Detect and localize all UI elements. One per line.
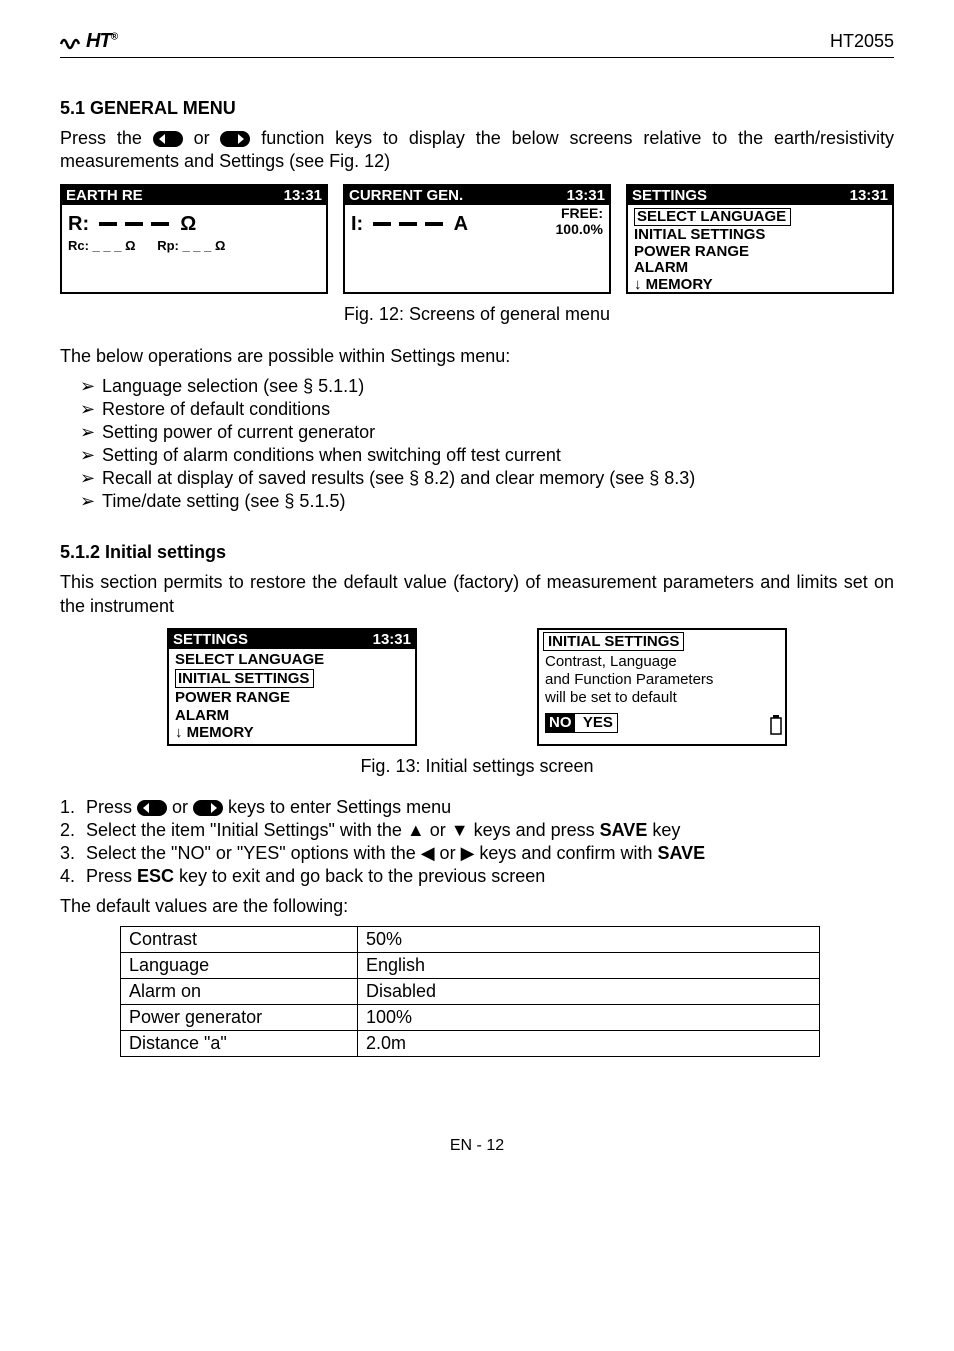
title: SETTINGS xyxy=(632,187,707,204)
defaults-table: Contrast50% LanguageEnglish Alarm onDisa… xyxy=(120,926,820,1057)
menu-item: POWER RANGE xyxy=(634,244,886,261)
intro-5-1: Press the or function keys to display th… xyxy=(60,127,894,174)
cell-val: English xyxy=(358,953,820,979)
logo: HT® xyxy=(60,30,117,53)
title: CURRENT GEN. xyxy=(349,187,463,204)
cell-key: Contrast xyxy=(121,927,358,953)
menu-item: MEMORY xyxy=(646,276,713,293)
down-arrow-icon: ↓ xyxy=(634,276,642,293)
time: 13:31 xyxy=(850,187,888,204)
fig12-screens: EARTH RE 13:31 R: Ω Rc: _ _ _ Ω Rp: _ _ … xyxy=(60,184,894,294)
title: SETTINGS xyxy=(173,631,248,648)
menu-item: INITIAL SETTINGS xyxy=(634,227,886,244)
fig13-caption: Fig. 13: Initial settings screen xyxy=(60,756,894,777)
title: EARTH RE xyxy=(66,187,143,204)
cell-key: Power generator xyxy=(121,1005,358,1031)
bullet-item: Setting of alarm conditions when switchi… xyxy=(80,445,894,466)
left-pill-icon xyxy=(153,131,183,147)
menu-item: MEMORY xyxy=(187,724,254,741)
dialog-line: Contrast, Language xyxy=(545,653,779,671)
bullet-item: Restore of default conditions xyxy=(80,399,894,420)
dialog-line: and Function Parameters xyxy=(545,671,779,689)
model-number: HT2055 xyxy=(830,31,894,52)
battery-icon xyxy=(770,715,782,740)
fig12-screen-current: CURRENT GEN. 13:31 FREE: 100.0% I: A xyxy=(343,184,611,294)
time: 13:31 xyxy=(284,187,322,204)
bullet-item: Language selection (see § 5.1.1) xyxy=(80,376,894,397)
fig12-screen-settings: SETTINGS 13:31 SELECT LANGUAGE INITIAL S… xyxy=(626,184,894,294)
settings-bullets: Language selection (see § 5.1.1) Restore… xyxy=(60,376,894,512)
menu-item-selected: SELECT LANGUAGE xyxy=(634,208,791,227)
free-label: FREE: xyxy=(556,205,603,221)
r-label: R: xyxy=(68,213,89,235)
step-item: 4.Press ESC key to exit and go back to t… xyxy=(60,866,894,887)
rc: Rc: _ _ _ Ω xyxy=(68,238,136,253)
left-pill-icon xyxy=(137,800,167,816)
right-pill-icon xyxy=(220,131,250,147)
time: 13:31 xyxy=(567,187,605,204)
defaults-intro: The default values are the following: xyxy=(60,895,894,918)
i-label: I: xyxy=(351,213,363,235)
step-item: 2.Select the item "Initial Settings" wit… xyxy=(60,820,894,841)
fig13-screen-initial: INITIAL SETTINGS Contrast, Language and … xyxy=(537,628,787,746)
menu-item: ALARM xyxy=(175,707,409,724)
settings-intro: The below operations are possible within… xyxy=(60,345,894,368)
fig13-screens: SETTINGS 13:31 SELECT LANGUAGE INITIAL S… xyxy=(60,628,894,746)
step-item: 3.Select the "NO" or "YES" options with … xyxy=(60,843,894,864)
r-unit: Ω xyxy=(180,213,196,235)
option-no: NO xyxy=(546,714,575,732)
time: 13:31 xyxy=(373,631,411,648)
dash-icon xyxy=(95,218,175,230)
dialog-line: will be set to default xyxy=(545,689,779,707)
free-value: 100.0% xyxy=(556,221,603,237)
page-number: EN - 12 xyxy=(60,1137,894,1155)
option-yes: YES xyxy=(583,714,613,731)
intro-5-1-2: This section permits to restore the defa… xyxy=(60,571,894,618)
heading-5-1: 5.1 GENERAL MENU xyxy=(60,98,894,119)
i-unit: A xyxy=(454,213,468,235)
down-arrow-icon: ↓ xyxy=(175,724,183,741)
bullet-item: Setting power of current generator xyxy=(80,422,894,443)
table-row: Distance "a"2.0m xyxy=(121,1031,820,1057)
right-pill-icon xyxy=(193,800,223,816)
table-row: LanguageEnglish xyxy=(121,953,820,979)
cell-val: 50% xyxy=(358,927,820,953)
menu-item-selected: INITIAL SETTINGS xyxy=(175,669,314,688)
table-row: Contrast50% xyxy=(121,927,820,953)
cell-val: 2.0m xyxy=(358,1031,820,1057)
dash-icon xyxy=(369,218,449,230)
cell-val: Disabled xyxy=(358,979,820,1005)
fig13-screen-settings: SETTINGS 13:31 SELECT LANGUAGE INITIAL S… xyxy=(167,628,417,746)
fig12-screen-earth: EARTH RE 13:31 R: Ω Rc: _ _ _ Ω Rp: _ _ … xyxy=(60,184,328,294)
cell-key: Alarm on xyxy=(121,979,358,1005)
menu-item: ALARM xyxy=(634,260,886,277)
dialog-title: INITIAL SETTINGS xyxy=(543,632,684,651)
table-row: Alarm onDisabled xyxy=(121,979,820,1005)
logo-text: HT xyxy=(86,30,111,52)
cell-key: Language xyxy=(121,953,358,979)
menu-item: SELECT LANGUAGE xyxy=(175,651,409,668)
cell-val: 100% xyxy=(358,1005,820,1031)
page-header: HT® HT2055 xyxy=(60,30,894,58)
fig12-caption: Fig. 12: Screens of general menu xyxy=(60,304,894,325)
bullet-item: Recall at display of saved results (see … xyxy=(80,468,894,489)
bullet-item: Time/date setting (see § 5.1.5) xyxy=(80,491,894,512)
step-item: 1.Press or keys to enter Settings menu xyxy=(60,797,894,818)
table-row: Power generator100% xyxy=(121,1005,820,1031)
rp: Rp: _ _ _ Ω xyxy=(157,238,225,253)
logo-wave-icon xyxy=(60,34,86,50)
cell-key: Distance "a" xyxy=(121,1031,358,1057)
heading-5-1-2: 5.1.2 Initial settings xyxy=(60,542,894,563)
menu-item: POWER RANGE xyxy=(175,689,409,706)
step-list: 1.Press or keys to enter Settings menu 2… xyxy=(60,797,894,887)
